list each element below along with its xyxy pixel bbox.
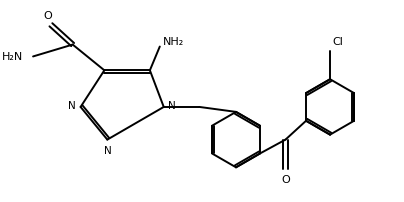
Text: N: N: [168, 100, 176, 110]
Text: Cl: Cl: [332, 36, 343, 46]
Text: O: O: [44, 11, 52, 21]
Text: NH₂: NH₂: [163, 36, 184, 46]
Text: N: N: [68, 100, 76, 110]
Text: N: N: [105, 146, 112, 156]
Text: H₂N: H₂N: [2, 52, 23, 62]
Text: O: O: [281, 174, 290, 184]
